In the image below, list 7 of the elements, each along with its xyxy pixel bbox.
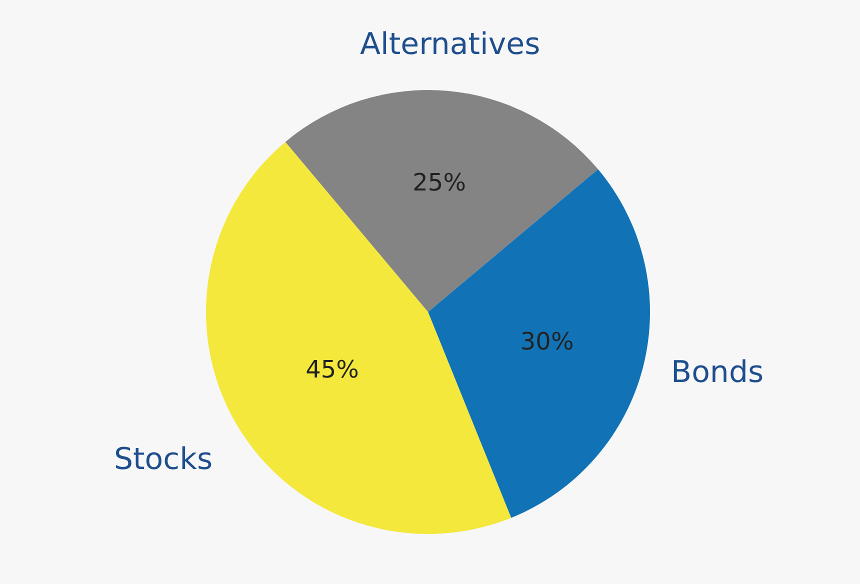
slice-label: Bonds [671,355,764,390]
slice-label: Alternatives [360,27,540,62]
data-label: 45% [306,356,359,384]
slice-label: Stocks [114,442,213,477]
data-label: 30% [520,328,574,356]
pie-slice [285,90,598,312]
data-label: 25% [412,168,466,196]
